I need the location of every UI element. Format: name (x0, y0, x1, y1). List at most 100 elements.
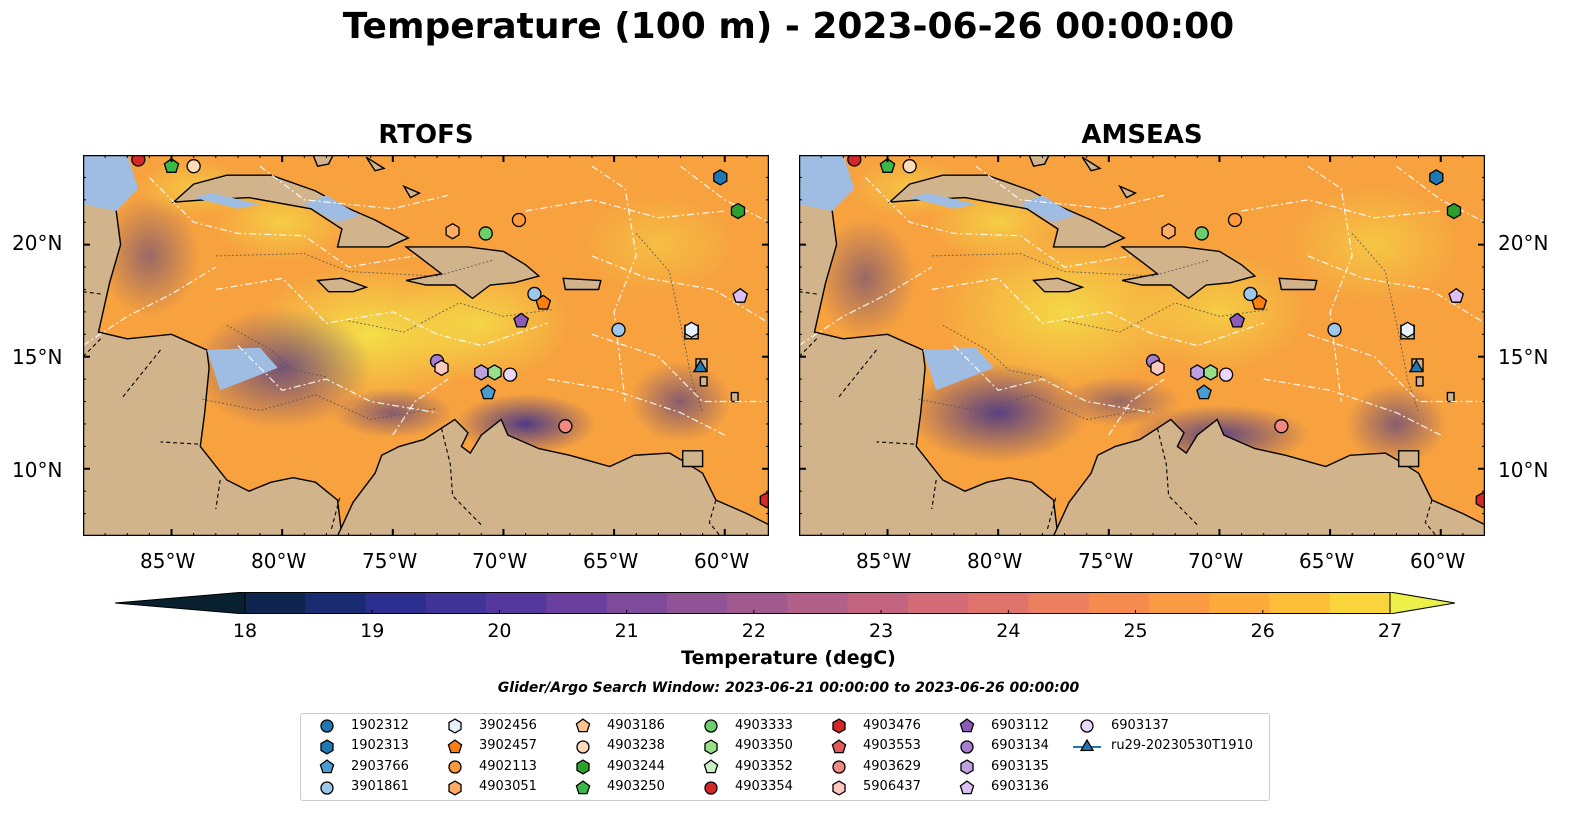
observation-3902456[interactable] (684, 321, 699, 339)
legend-marker[interactable] (959, 779, 975, 794)
colorbar-bin (486, 592, 547, 614)
legend-entry-4903476: 4903476 (825, 715, 921, 735)
legend: 1902312 1902313 2903766 3901861 3902456 39024… (300, 713, 1270, 801)
legend-label: 6903112 (991, 717, 1049, 733)
country-border (708, 499, 721, 536)
legend-marker[interactable] (831, 738, 847, 753)
observation-1902313[interactable] (1429, 169, 1444, 186)
rtofs-map[interactable] (83, 155, 769, 536)
observation-6903135[interactable] (474, 364, 489, 381)
observation-5906437[interactable] (434, 359, 449, 377)
legend-marker[interactable] (448, 718, 462, 734)
observation-3902457[interactable] (535, 294, 552, 310)
observation-6903137[interactable] (502, 367, 518, 382)
legend-marker[interactable] (832, 779, 846, 796)
observation-3901861[interactable] (1243, 286, 1258, 302)
observation-6903112[interactable] (513, 312, 530, 328)
colorbar-bin (666, 592, 728, 614)
observation-3902456[interactable] (1400, 321, 1415, 339)
legend-label: 4903354 (735, 779, 793, 794)
eez-boundary (525, 199, 725, 219)
observation-4903476[interactable] (759, 491, 769, 509)
observation-2903766[interactable] (480, 384, 496, 400)
observation-3902457[interactable] (1251, 294, 1268, 310)
legend-marker[interactable] (1079, 738, 1095, 751)
legend-entry-3902457: 3902457 (441, 736, 537, 756)
observation-4903250[interactable] (163, 157, 180, 173)
observation-4903238[interactable] (186, 159, 201, 174)
figure-title: Temperature (100 m) - 2023-06-26 00:00:0… (342, 6, 1235, 47)
legend-marker[interactable] (704, 780, 718, 795)
legend-marker[interactable] (1080, 719, 1094, 733)
legend-marker[interactable] (960, 759, 974, 775)
observation-4903629[interactable] (558, 419, 573, 434)
legend-marker[interactable] (447, 738, 463, 753)
legend-entry-3901861: 3901861 (313, 777, 409, 797)
legend-marker[interactable] (704, 738, 718, 755)
legend-marker[interactable] (832, 760, 846, 774)
legend-marker[interactable] (959, 718, 975, 733)
observation-3901861[interactable] (611, 322, 626, 337)
colorbar-tick-label: 24 (996, 620, 1021, 642)
observation-6903136[interactable] (1448, 287, 1465, 303)
legend-marker[interactable] (576, 739, 590, 754)
hexagon-marker-icon (832, 779, 846, 796)
observation-4903629[interactable] (1274, 419, 1289, 434)
observation-4903354[interactable] (131, 155, 146, 167)
legend-marker[interactable] (448, 760, 462, 774)
observation-ru29-20230530T1910[interactable] (1408, 359, 1425, 373)
legend-marker[interactable] (703, 759, 719, 774)
legend-marker[interactable] (704, 719, 718, 733)
legend-marker[interactable] (960, 739, 974, 754)
search-window-text: Glider/Argo Search Window: 2023-06-21 00… (497, 680, 1080, 696)
observation-3901861[interactable] (1327, 322, 1342, 337)
observation-6903137[interactable] (1218, 367, 1234, 382)
legend-marker[interactable] (320, 719, 334, 733)
legend-marker[interactable] (448, 779, 462, 796)
isobath-contour (1351, 233, 1420, 413)
observation-4903051[interactable] (445, 222, 460, 240)
observation-1902313[interactable] (713, 169, 728, 186)
observation-4903238[interactable] (902, 159, 917, 174)
observation-4903333[interactable] (478, 226, 493, 241)
legend-marker[interactable] (576, 759, 590, 775)
legend-marker[interactable] (320, 780, 334, 795)
legend-marker[interactable] (575, 779, 591, 794)
eez-boundary (237, 345, 438, 414)
legend-label: 6903136 (991, 779, 1049, 794)
observation-4903051[interactable] (1161, 222, 1176, 240)
observation-6903136[interactable] (732, 287, 749, 303)
legend-entry-4902113: 4902113 (441, 756, 537, 776)
land-hispaniola (1120, 246, 1257, 300)
observation-4903350[interactable] (487, 364, 502, 381)
legend-entry-1902312: 1902312 (313, 715, 409, 735)
eez-boundary (680, 165, 769, 223)
observation-3901861[interactable] (527, 286, 542, 302)
land-bahamas2 (365, 156, 386, 172)
observation-4903244[interactable] (730, 202, 746, 220)
legend-marker[interactable] (320, 738, 334, 755)
legend-entry-6903112: 6903112 (953, 715, 1049, 735)
legend-marker[interactable] (832, 718, 846, 734)
legend-entry-4903333: 4903333 (697, 715, 793, 735)
legend-marker[interactable] (575, 718, 591, 733)
observation-2903766[interactable] (1196, 384, 1212, 400)
observation-4903354[interactable] (847, 155, 862, 167)
observation-6903135[interactable] (1190, 364, 1205, 381)
observation-4903250[interactable] (879, 157, 896, 173)
pentagon-marker-icon (319, 759, 335, 774)
observation-4902113[interactable] (1227, 212, 1243, 228)
colorbar-bin (1028, 592, 1090, 614)
country-border (440, 428, 482, 526)
observation-5906437[interactable] (1150, 359, 1165, 377)
observation-4903244[interactable] (1446, 202, 1462, 220)
observation-6903112[interactable] (1229, 312, 1246, 328)
legend-marker[interactable] (319, 759, 335, 774)
observation-4903476[interactable] (1475, 491, 1485, 509)
observation-ru29-20230530T1910[interactable] (692, 359, 709, 373)
amseas-map[interactable] (799, 155, 1485, 536)
observation-4902113[interactable] (511, 212, 527, 228)
observation-4903333[interactable] (1194, 226, 1209, 241)
eez-boundary (975, 165, 1165, 210)
observation-4903350[interactable] (1203, 364, 1218, 381)
